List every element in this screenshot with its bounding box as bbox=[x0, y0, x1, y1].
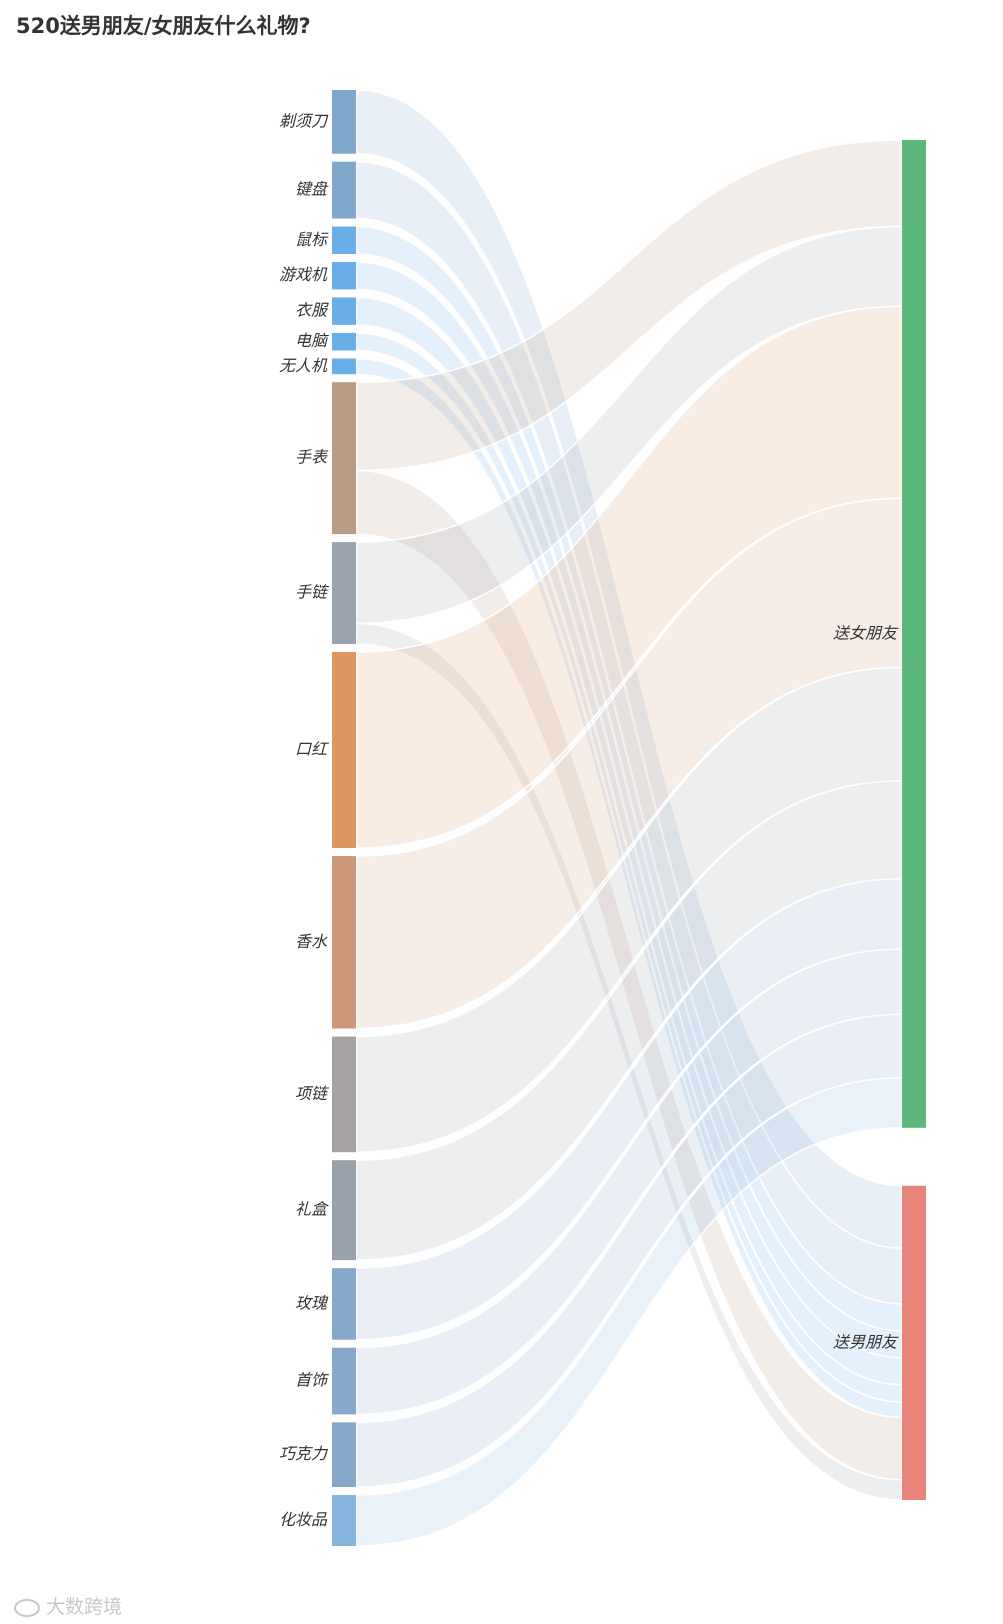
chart-title: 520送男朋友/女朋友什么礼物? bbox=[16, 14, 311, 38]
target-label-送女朋友: 送女朋友 bbox=[833, 623, 899, 642]
source-node-衣服[interactable] bbox=[332, 297, 356, 325]
source-node-无人机[interactable] bbox=[332, 358, 356, 375]
source-label-项链: 项链 bbox=[295, 1084, 330, 1103]
source-node-电脑[interactable] bbox=[332, 332, 356, 351]
source-node-游戏机[interactable] bbox=[332, 261, 356, 290]
source-label-手表: 手表 bbox=[295, 448, 329, 467]
source-node-口红[interactable] bbox=[332, 652, 356, 849]
source-label-电脑: 电脑 bbox=[295, 331, 329, 350]
source-node-香水[interactable] bbox=[332, 856, 356, 1029]
source-label-巧克力: 巧克力 bbox=[279, 1444, 329, 1463]
source-label-口红: 口红 bbox=[295, 740, 329, 759]
source-node-化妆品[interactable] bbox=[332, 1495, 356, 1546]
watermark: 大数跨境 bbox=[14, 1592, 122, 1619]
source-node-鼠标[interactable] bbox=[332, 226, 356, 254]
source-label-礼盒: 礼盒 bbox=[295, 1200, 329, 1219]
source-label-键盘: 键盘 bbox=[295, 180, 329, 199]
source-label-玫瑰: 玫瑰 bbox=[295, 1293, 329, 1312]
source-node-首饰[interactable] bbox=[332, 1347, 356, 1415]
source-node-巧克力[interactable] bbox=[332, 1422, 356, 1488]
logo-icon bbox=[14, 1598, 40, 1617]
source-label-剃须刀: 剃须刀 bbox=[279, 111, 329, 130]
source-label-手链: 手链 bbox=[295, 583, 330, 602]
source-label-衣服: 衣服 bbox=[295, 301, 329, 320]
source-label-无人机: 无人机 bbox=[279, 356, 328, 375]
source-node-手表[interactable] bbox=[332, 382, 356, 535]
target-label-送男朋友: 送男朋友 bbox=[833, 1332, 899, 1351]
source-label-鼠标: 鼠标 bbox=[295, 230, 329, 249]
source-node-剃须刀[interactable] bbox=[332, 90, 356, 154]
source-label-化妆品: 化妆品 bbox=[279, 1510, 328, 1529]
source-label-香水: 香水 bbox=[295, 932, 328, 951]
source-node-礼盒[interactable] bbox=[332, 1160, 356, 1261]
source-node-玫瑰[interactable] bbox=[332, 1268, 356, 1340]
source-label-游戏机: 游戏机 bbox=[279, 265, 328, 284]
source-node-手链[interactable] bbox=[332, 542, 356, 645]
links-layer bbox=[355, 89, 903, 1547]
source-node-键盘[interactable] bbox=[332, 161, 356, 219]
target-node-送女朋友[interactable] bbox=[902, 140, 926, 1128]
nodes-layer bbox=[332, 90, 926, 1546]
source-label-首饰: 首饰 bbox=[295, 1371, 329, 1390]
target-node-送男朋友[interactable] bbox=[902, 1185, 926, 1500]
watermark-text: 大数跨境 bbox=[46, 1596, 123, 1618]
source-node-项链[interactable] bbox=[332, 1036, 356, 1153]
